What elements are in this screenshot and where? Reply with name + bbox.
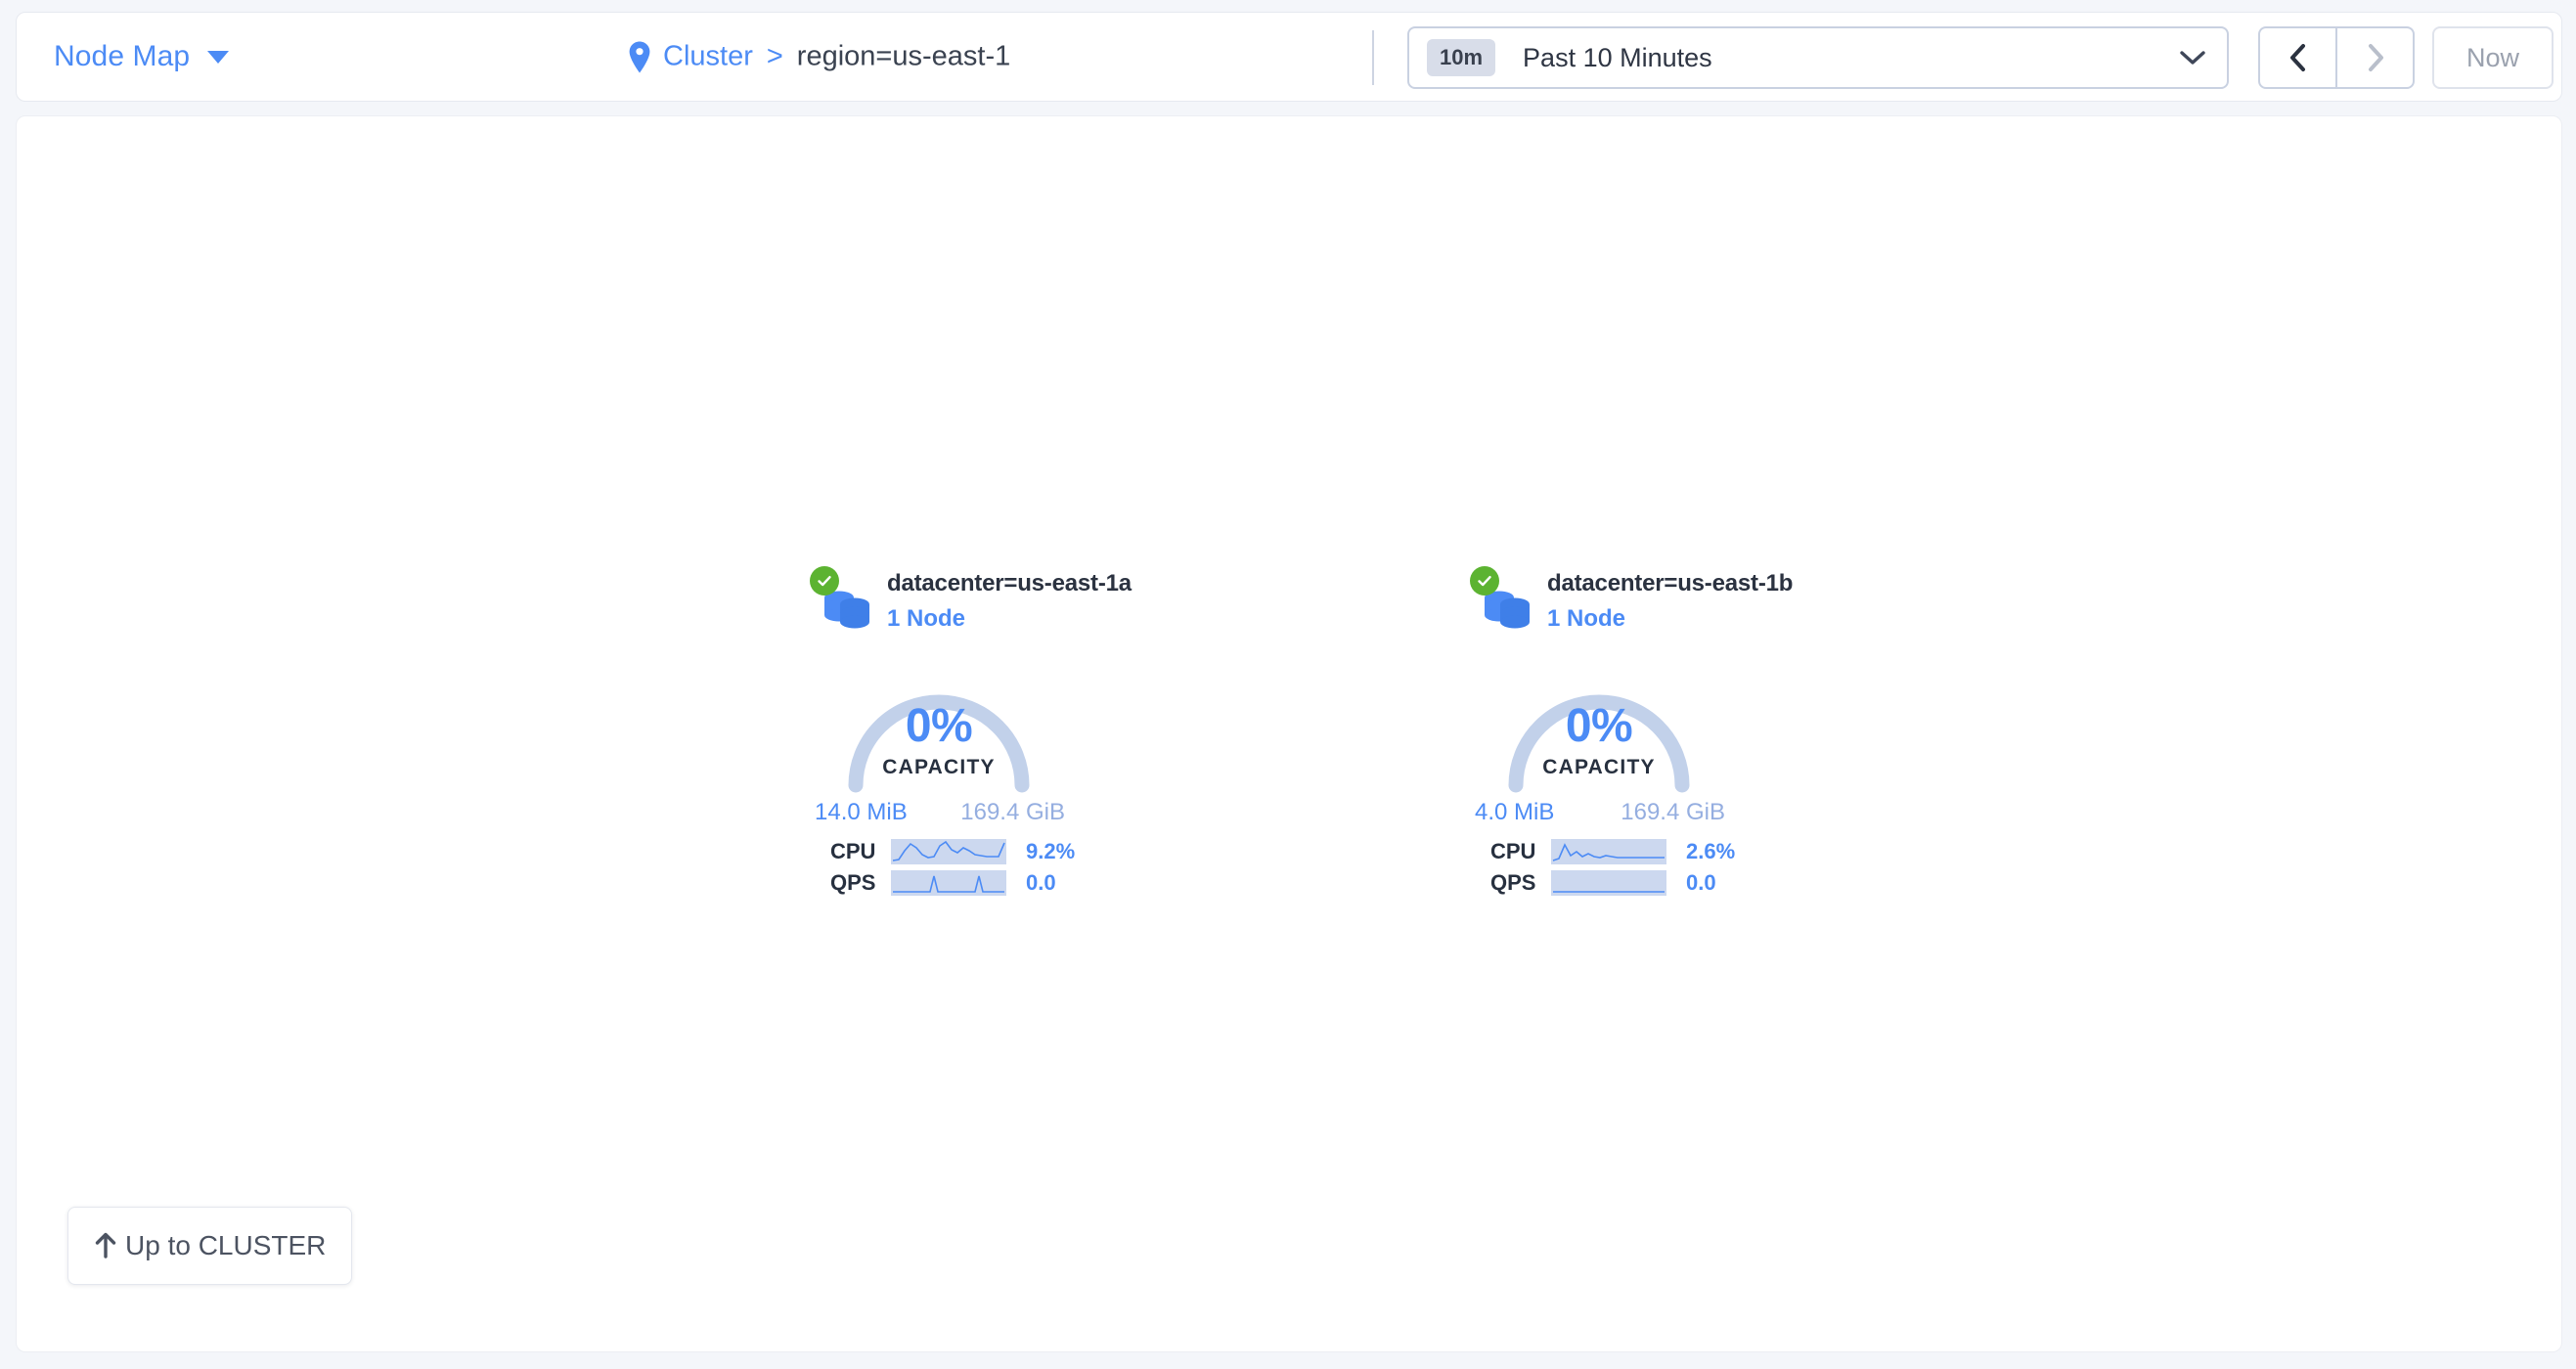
metric-list: CPU 2.6% QPS 0.0 (1490, 836, 1801, 899)
metric-name: CPU (1490, 839, 1536, 863)
time-next-button[interactable] (2336, 26, 2415, 89)
breadcrumb: Cluster > region=us-east-1 (628, 41, 1010, 73)
view-selector-node-map[interactable]: Node Map (54, 40, 230, 73)
metric-name: QPS (1490, 870, 1536, 895)
header-bar: Node Map Cluster > region=us-east-1 10m … (16, 12, 2562, 102)
chevron-left-icon (2289, 44, 2305, 71)
capacity-percent: 0% (905, 700, 973, 752)
metric-value: 9.2% (1026, 839, 1076, 863)
capacity-label: CAPACITY (1542, 756, 1656, 778)
view-selector-label: Node Map (54, 40, 191, 72)
cpu-sparkline (891, 839, 1006, 864)
metric-value: 0.0 (1026, 870, 1056, 895)
metric-row: CPU 9.2% (830, 836, 1141, 867)
metric-row: QPS 0.0 (830, 867, 1141, 899)
capacity-values: 14.0 MiB 169.4 GiB (815, 799, 1065, 826)
time-nav-buttons (2258, 26, 2415, 89)
breadcrumb-separator: > (766, 40, 783, 72)
datacenter-name: datacenter=us-east-1b (1547, 570, 1794, 596)
time-prev-button[interactable] (2258, 26, 2336, 89)
breadcrumb-link-cluster[interactable]: Cluster (663, 40, 753, 72)
capacity-label: CAPACITY (882, 756, 996, 778)
header-divider (1372, 30, 1374, 85)
datacenter-titles: datacenter=us-east-1b 1 Node (1547, 566, 1793, 633)
chevron-right-icon (2368, 44, 2383, 71)
now-button-label: Now (2465, 42, 2519, 72)
datacenter-titles: datacenter=us-east-1a 1 Node (887, 566, 1132, 633)
qps-sparkline (891, 870, 1006, 896)
capacity-total: 169.4 GiB (960, 799, 1065, 825)
metric-row: CPU 2.6% (1490, 836, 1801, 867)
capacity-gauge: 0% CAPACITY (1492, 650, 1706, 797)
node-map-canvas: datacenter=us-east-1a 1 Node 0% CAPACITY… (16, 115, 2562, 1352)
datacenter-card[interactable]: datacenter=us-east-1a 1 Node 0% CAPACITY… (810, 566, 1141, 899)
capacity-total: 169.4 GiB (1621, 799, 1725, 825)
time-range-badge: 10m (1427, 39, 1496, 76)
datacenter-name: datacenter=us-east-1a (887, 570, 1132, 596)
metric-name: CPU (830, 839, 876, 863)
time-range-picker[interactable]: 10m Past 10 Minutes (1407, 26, 2229, 89)
datacenter-node-count[interactable]: 1 Node (887, 605, 966, 632)
capacity-percent: 0% (1565, 700, 1633, 752)
capacity-used: 14.0 MiB (815, 799, 908, 825)
qps-sparkline (1551, 870, 1666, 896)
chevron-down-icon (2180, 51, 2205, 65)
cpu-sparkline (1551, 839, 1666, 864)
now-button[interactable]: Now (2432, 26, 2554, 89)
metric-row: QPS 0.0 (1490, 867, 1801, 899)
datacenter-node-count[interactable]: 1 Node (1547, 605, 1626, 632)
location-pin-icon (629, 41, 650, 72)
datacenter-card[interactable]: datacenter=us-east-1b 1 Node 0% CAPACITY… (1470, 566, 1801, 899)
capacity-used: 4.0 MiB (1475, 799, 1555, 825)
arrow-up-icon (95, 1232, 116, 1259)
time-range-label: Past 10 Minutes (1523, 42, 1712, 72)
chevron-down-icon (207, 50, 230, 64)
capacity-gauge: 0% CAPACITY (832, 650, 1045, 797)
metric-name: QPS (830, 870, 876, 895)
up-to-cluster-button[interactable]: Up to CLUSTER (67, 1207, 353, 1285)
capacity-values: 4.0 MiB 169.4 GiB (1475, 799, 1725, 826)
check-circle-icon (810, 566, 839, 596)
datacenter-header: datacenter=us-east-1b 1 Node (1470, 566, 1801, 642)
database-stack-icon (1470, 566, 1533, 631)
check-circle-icon (1470, 566, 1499, 596)
database-stack-icon (810, 566, 873, 631)
up-to-cluster-label: Up to CLUSTER (125, 1230, 327, 1260)
breadcrumb-current-region: region=us-east-1 (796, 40, 1011, 72)
datacenter-header: datacenter=us-east-1a 1 Node (810, 566, 1141, 642)
metric-value: 2.6% (1686, 839, 1736, 863)
metric-value: 0.0 (1686, 870, 1716, 895)
metric-list: CPU 9.2% QPS 0.0 (830, 836, 1141, 899)
